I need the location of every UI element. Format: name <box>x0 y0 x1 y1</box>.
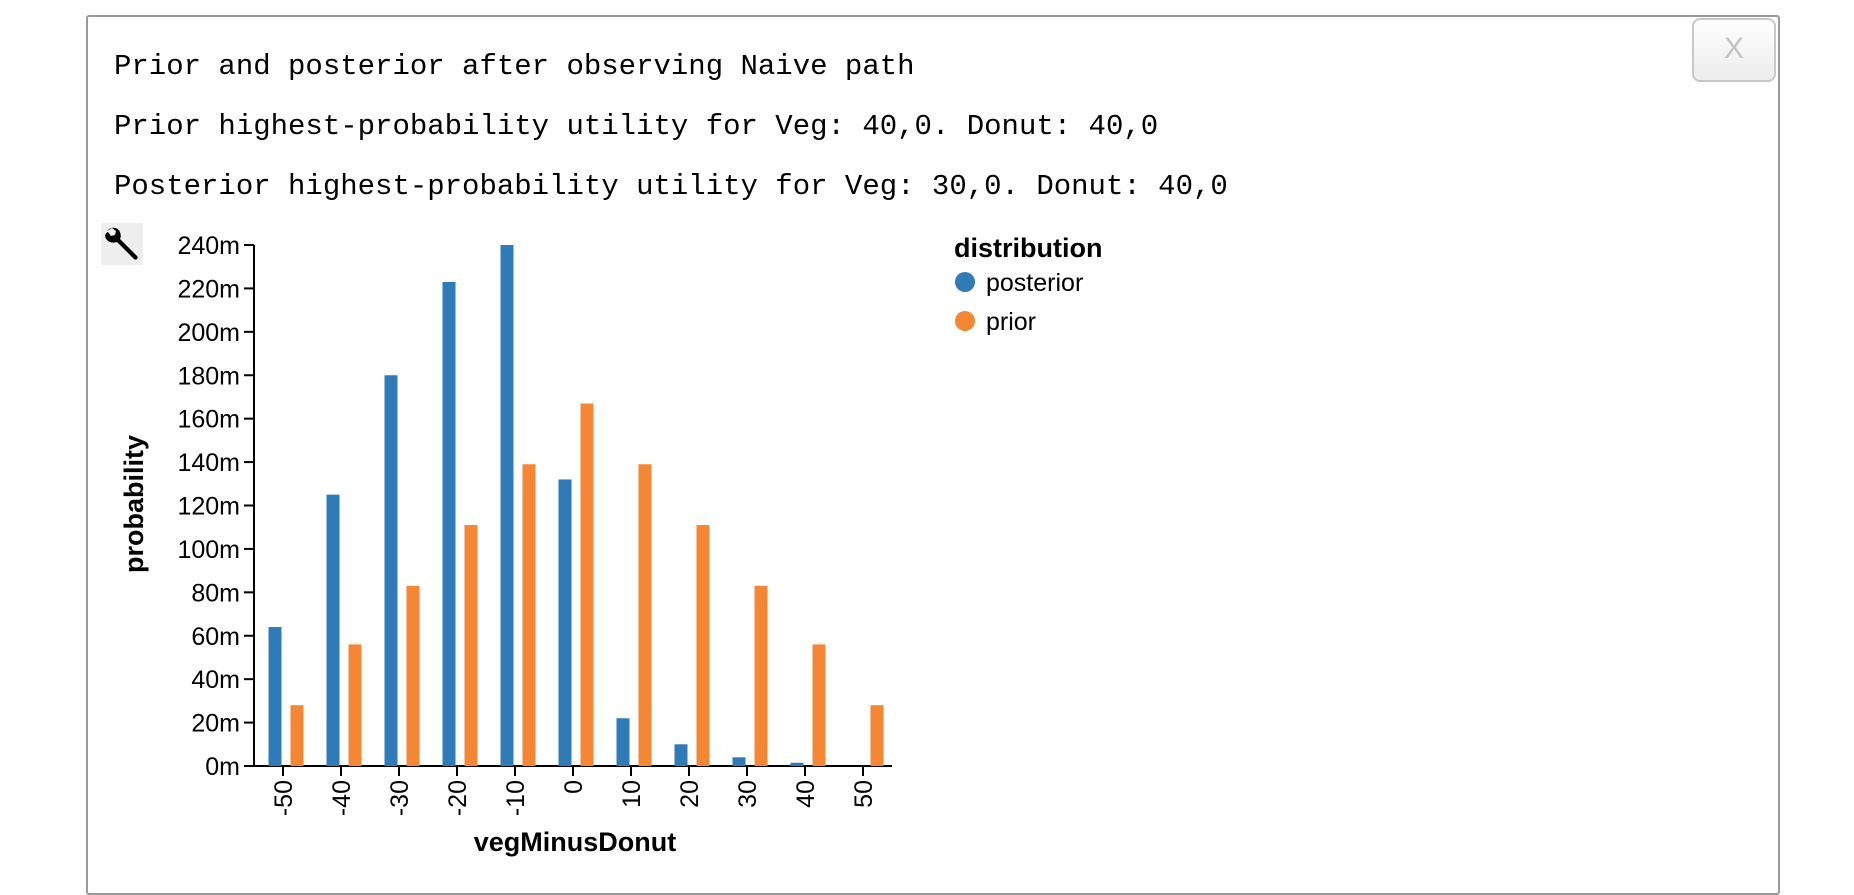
bar-posterior--10 <box>500 245 514 766</box>
y-tick-label: 0m <box>205 753 240 781</box>
y-tick-label: 20m <box>191 710 240 738</box>
bar-prior-20 <box>696 525 710 766</box>
y-tick-label: 200m <box>177 319 240 347</box>
bar-posterior--40 <box>326 494 340 766</box>
x-tick-label: -10 <box>502 780 530 816</box>
bar-prior-30 <box>754 585 768 766</box>
x-tick-label: 20 <box>676 780 704 808</box>
x-tick-label: 40 <box>792 780 820 808</box>
chart-tools-button[interactable] <box>101 223 143 265</box>
x-tick-label: -40 <box>328 780 356 816</box>
legend-title: distribution <box>954 233 1102 263</box>
bar-prior--10 <box>522 464 536 766</box>
legend-label-prior: prior <box>986 308 1036 336</box>
close-button[interactable]: X <box>1692 18 1776 82</box>
x-tick-label: -30 <box>386 780 414 816</box>
x-tick-label: 30 <box>734 780 762 808</box>
chart-description-title: Prior and posterior after observing Naiv… <box>114 50 915 83</box>
legend-swatch-prior <box>955 311 975 331</box>
bar-prior--30 <box>406 585 420 766</box>
y-tick-label: 160m <box>177 406 240 434</box>
y-tick-label: 60m <box>191 623 240 651</box>
legend: distribution posterior prior <box>954 233 1102 336</box>
bar-prior-0 <box>580 403 594 766</box>
bar-posterior--20 <box>442 281 456 766</box>
bar-prior-10 <box>638 464 652 766</box>
posterior-utility-text: Posterior highest-probability utility fo… <box>114 170 1228 203</box>
y-tick-label: 40m <box>191 666 240 694</box>
y-axis-title: probability <box>119 435 149 573</box>
bar-posterior-20 <box>674 744 688 766</box>
prior-utility-text: Prior highest-probability utility for Ve… <box>114 110 1159 143</box>
bars <box>268 245 884 766</box>
y-tick-label: 100m <box>177 536 240 564</box>
bar-prior-40 <box>812 644 826 766</box>
x-axis: -50 -40 -30 -20 -10 0 10 20 30 40 50 <box>254 765 892 816</box>
x-tick-label: -20 <box>444 780 472 816</box>
bar-posterior--50 <box>268 627 282 766</box>
bar-prior-50 <box>870 705 884 766</box>
x-tick-label: 0 <box>560 780 588 794</box>
y-tick-label: 140m <box>177 449 240 477</box>
bar-prior--20 <box>464 525 478 766</box>
y-tick-label: 120m <box>177 493 240 521</box>
dialog-panel <box>86 15 1780 895</box>
legend-swatch-posterior <box>955 272 975 292</box>
bar-posterior-10 <box>616 718 630 766</box>
x-tick-label: 10 <box>618 780 646 808</box>
legend-label-posterior: posterior <box>986 269 1083 297</box>
bar-posterior-30 <box>732 757 746 766</box>
bar-posterior-40 <box>790 762 804 766</box>
y-tick-label: 220m <box>177 275 240 303</box>
bar-prior--50 <box>290 705 304 766</box>
bar-posterior--30 <box>384 375 398 766</box>
y-tick-label: 240m <box>177 232 240 260</box>
y-tick-label: 180m <box>177 362 240 390</box>
bar-prior--40 <box>348 644 362 766</box>
bar-posterior-0 <box>558 479 572 766</box>
bar-chart: 0m 20m 40m 60m 80m 100m 120m 140m 160m 180m 200m 22… <box>119 232 1102 857</box>
x-tick-label: 50 <box>850 780 878 808</box>
wrench-icon <box>105 227 138 260</box>
y-axis: 0m 20m 40m 60m 80m 100m 120m 140m 160m 180m 200m 22… <box>177 232 255 781</box>
y-tick-label: 80m <box>191 579 240 607</box>
x-tick-label: -50 <box>270 780 298 816</box>
x-axis-title: vegMinusDonut <box>474 827 677 857</box>
